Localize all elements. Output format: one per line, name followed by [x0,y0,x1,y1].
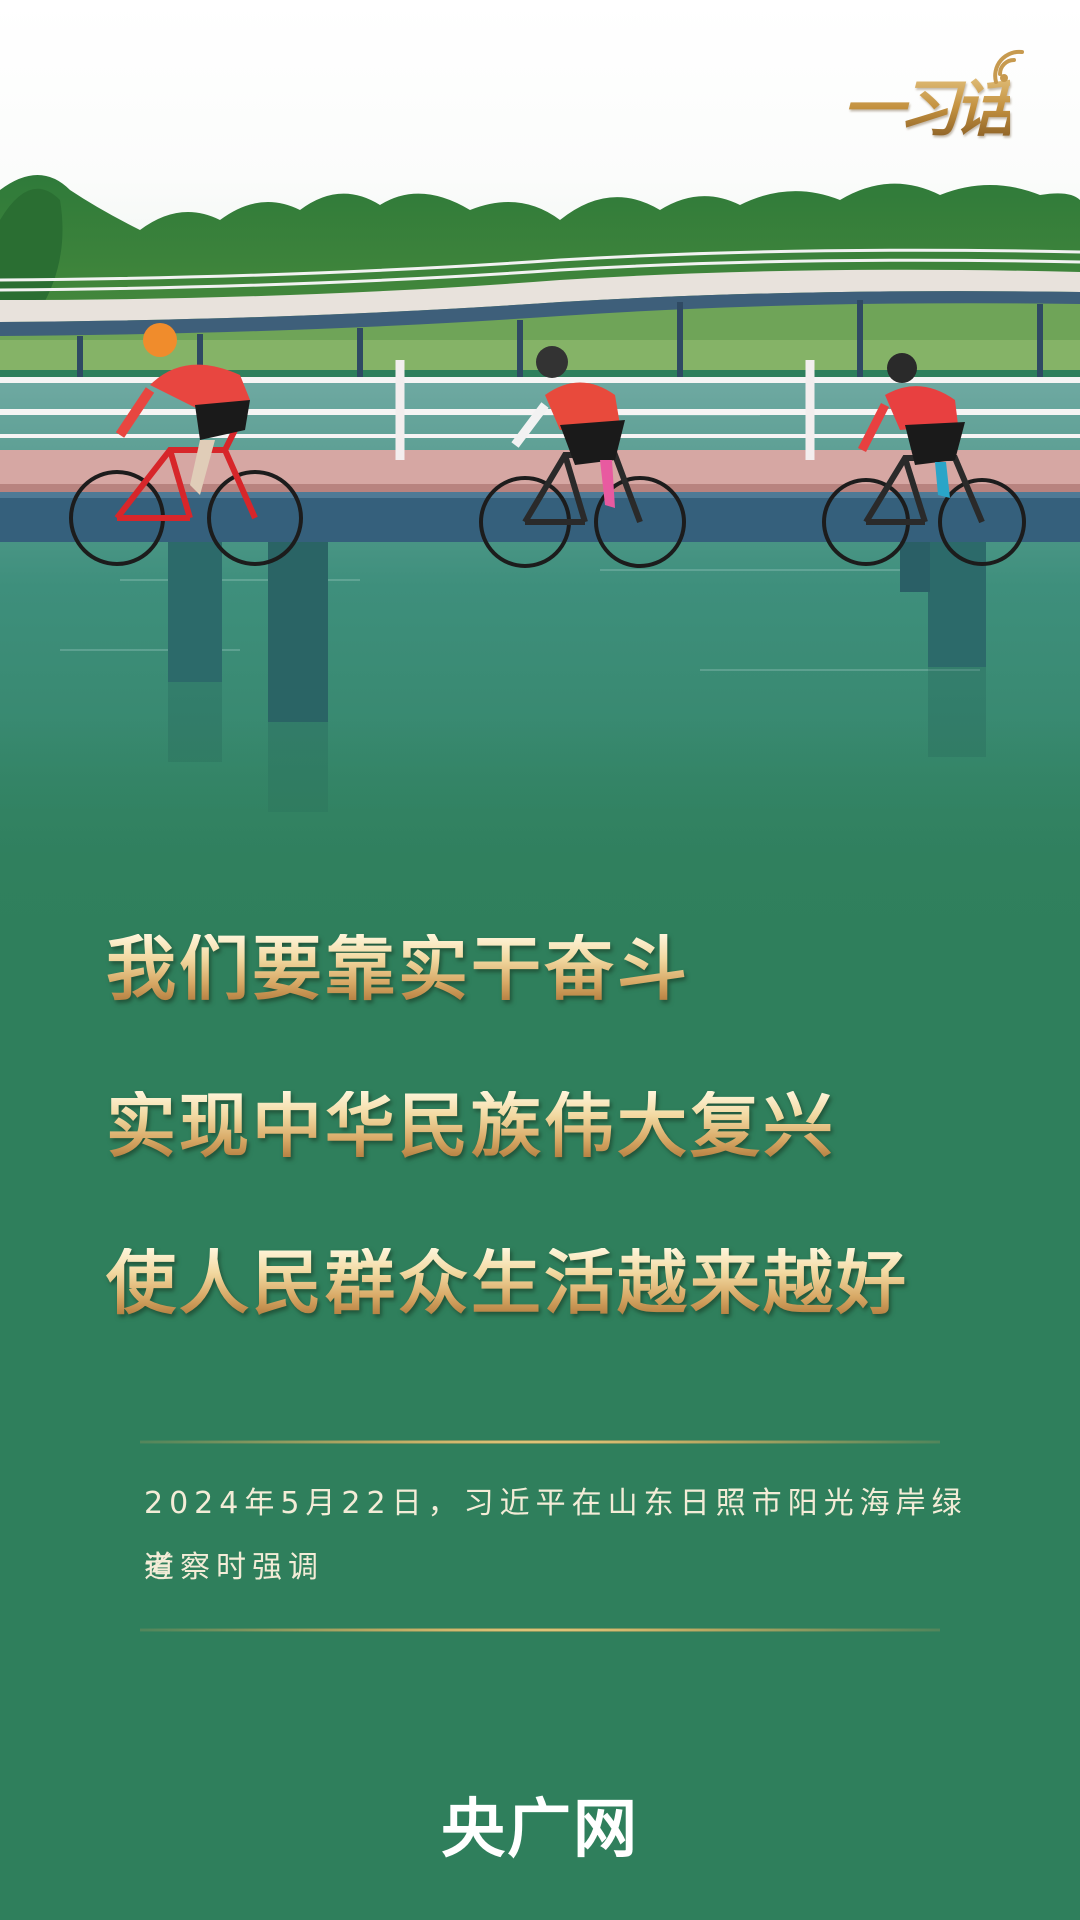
cyclist [822,353,1026,566]
cyclist [69,323,303,566]
yixihua-logo: 一习话 [800,40,1040,150]
broadcast-signal-icon [993,49,1024,84]
headline-line-1: 我们要靠实干奋斗 [106,927,690,1010]
gold-divider-bottom [140,1628,940,1632]
logo-text: 一习话 [842,58,1016,148]
cyclists-boardwalk-photo [0,175,1080,970]
gold-divider-top [140,1440,940,1444]
caption-line-1: 2024年5月22日，习近平在山东日照市阳光海岸绿道 [144,1486,968,1585]
green-fade-overlay [0,720,1080,1020]
headline-line-3: 使人民群众生活越来越好 [106,1241,909,1324]
caption-line-2: 考察时强调 [144,1550,324,1585]
headline-line-2: 实现中华民族伟大复兴 [106,1084,836,1167]
cyclist [479,346,686,568]
brand-logo: 央广网 [441,1793,639,1867]
